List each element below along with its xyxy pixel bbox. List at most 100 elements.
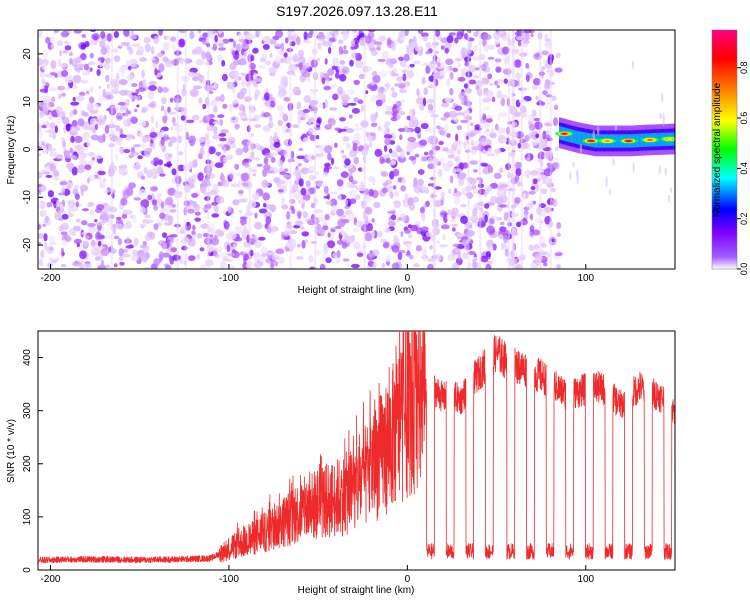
noise-blob	[150, 160, 155, 165]
noise-blob	[298, 61, 303, 71]
noise-blob	[269, 53, 273, 58]
noise-blob	[211, 247, 219, 252]
noise-blob	[487, 147, 493, 154]
noise-blob	[198, 97, 203, 104]
noise-blob	[324, 166, 333, 170]
noise-blob	[160, 137, 165, 146]
noise-blob	[294, 220, 304, 226]
noise-blob	[463, 141, 467, 149]
signal-band-slice	[617, 134, 620, 148]
noise-blob	[293, 157, 300, 165]
noise-blob	[107, 188, 112, 193]
noise-blob	[99, 180, 106, 189]
noise-blob	[398, 111, 406, 116]
noise-blob	[342, 136, 350, 142]
noise-blob	[528, 123, 536, 131]
noise-blob	[378, 35, 387, 42]
noise-blob	[543, 262, 548, 267]
noise-blob	[128, 49, 134, 55]
signal-peak-3-core	[626, 139, 632, 142]
noise-blob	[48, 147, 57, 152]
noise-blob	[325, 201, 333, 205]
noise-blob	[171, 59, 176, 65]
noise-blob	[46, 245, 55, 254]
noise-blob	[356, 35, 361, 41]
noise-blob	[388, 185, 394, 194]
noise-blob	[519, 52, 528, 57]
noise-blob	[515, 167, 522, 177]
noise-blob	[448, 110, 458, 118]
noise-blob	[81, 220, 88, 226]
noise-blob	[242, 145, 249, 153]
noise-blob	[276, 105, 284, 112]
noise-blob	[223, 156, 229, 163]
noise-blob	[152, 61, 157, 70]
noise-blob	[60, 247, 65, 256]
noise-blob	[162, 115, 168, 124]
noise-blob	[86, 177, 91, 184]
noise-blob	[61, 240, 68, 247]
noise-blob	[457, 145, 463, 150]
noise-blob	[494, 58, 502, 63]
noise-blob	[436, 125, 441, 130]
noise-blob	[489, 182, 498, 189]
noise-blob	[341, 149, 345, 154]
noise-blob	[210, 237, 220, 246]
noise-blob	[517, 39, 522, 47]
noise-blob	[197, 74, 205, 83]
noise-blob	[409, 111, 414, 120]
noise-blob	[130, 151, 139, 157]
noise-blob	[364, 35, 372, 44]
noise-blob	[374, 148, 383, 157]
noise-blob	[258, 236, 266, 241]
noise-blob	[400, 185, 407, 192]
noise-blob	[347, 212, 355, 222]
noise-streak	[289, 30, 292, 269]
noise-blob	[215, 228, 222, 235]
chart-title: S197.2026.097.13.28.E11	[276, 3, 438, 19]
noise-blob	[366, 134, 373, 142]
noise-blob	[133, 237, 139, 247]
noise-blob	[140, 109, 147, 114]
noise-blob	[133, 197, 141, 201]
signal-region-speck	[575, 169, 579, 177]
noise-blob	[456, 112, 466, 116]
noise-blob	[213, 234, 218, 240]
noise-blob	[396, 217, 400, 223]
noise-blob	[485, 185, 493, 192]
noise-blob	[377, 86, 386, 94]
noise-blob	[161, 144, 166, 153]
signal-region-speck	[572, 161, 575, 168]
noise-blob	[165, 264, 172, 269]
noise-blob	[296, 256, 304, 260]
noise-blob	[314, 209, 324, 214]
noise-blob	[434, 30, 441, 37]
noise-blob	[139, 57, 148, 62]
noise-blob	[61, 92, 66, 97]
noise-blob	[147, 90, 155, 100]
noise-blob	[86, 103, 94, 112]
snr-x-label: Height of straight line (km)	[298, 585, 415, 596]
noise-blob	[118, 79, 128, 86]
noise-blob	[40, 201, 48, 209]
noise-blob	[298, 49, 304, 57]
noise-blob	[521, 87, 530, 92]
noise-blob	[238, 198, 247, 203]
colorbar-tick-4-label: 0.8	[739, 61, 749, 74]
colorbar-tick-1-label: 0.2	[739, 212, 749, 225]
noise-blob	[324, 98, 328, 108]
noise-blob	[97, 170, 106, 176]
noise-blob	[62, 50, 68, 54]
noise-blob	[327, 232, 331, 238]
noise-blob	[323, 243, 328, 250]
noise-blob	[517, 142, 522, 149]
noise-blob	[64, 45, 72, 51]
noise-blob	[265, 88, 269, 92]
noise-blob	[229, 173, 234, 180]
noise-blob	[436, 240, 441, 244]
noise-blob	[533, 78, 541, 86]
noise-blob	[297, 243, 301, 248]
noise-blob	[334, 127, 342, 131]
